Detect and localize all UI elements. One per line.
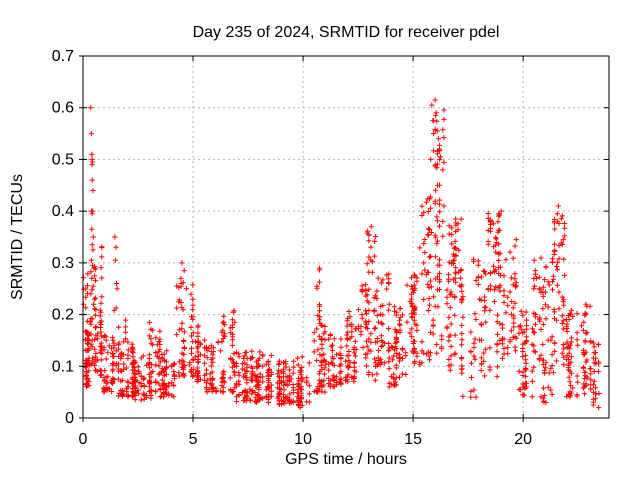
x-axis-label: GPS time / hours	[285, 451, 407, 468]
y-tick-label: 0	[65, 410, 74, 427]
y-tick-label: 0.1	[52, 358, 74, 375]
scatter-points-layer	[80, 97, 602, 411]
chart-title: Day 235 of 2024, SRMTID for receiver pde…	[193, 24, 500, 41]
tick-labels-layer: 0 5 10 15 20 0 0.1 0.2 0.3 0.4 0.5 0.6 0.7	[52, 48, 532, 448]
y-tick-label: 0.3	[52, 255, 74, 272]
plot-frame	[82, 55, 610, 419]
x-tick-label: 0	[79, 431, 88, 448]
x-tick-label: 15	[404, 431, 422, 448]
axis-ticks-layer	[79, 55, 609, 422]
y-tick-label: 0.2	[52, 307, 74, 324]
y-tick-label: 0.5	[52, 151, 74, 168]
y-tick-label: 0.6	[52, 100, 74, 117]
x-tick-label: 5	[189, 431, 198, 448]
x-tick-label: 10	[294, 431, 312, 448]
y-axis-label: SRMTID / TECUs	[9, 174, 26, 300]
x-tick-label: 20	[514, 431, 532, 448]
y-tick-label: 0.4	[52, 203, 74, 220]
scatter-points	[80, 97, 602, 411]
y-tick-label: 0.7	[52, 48, 74, 65]
plot-frame-layer	[82, 55, 610, 419]
